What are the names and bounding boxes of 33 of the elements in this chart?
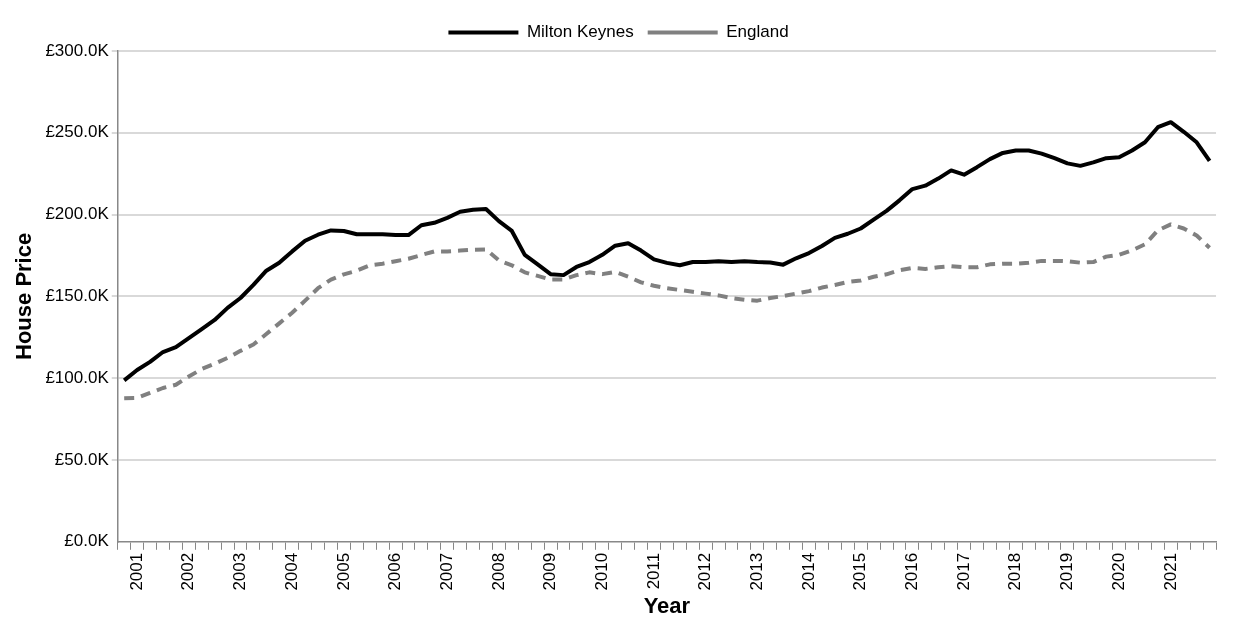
y-tick-label: £0.0K [64, 531, 110, 551]
x-tick-label: 2003 [230, 552, 250, 591]
x-tick-label: 2004 [281, 552, 301, 591]
legend-label: Milton Keynes [526, 22, 634, 42]
y-tick-label: £200.0K [45, 204, 110, 224]
x-tick-label: 2011 [643, 552, 663, 590]
x-tick-label: 2016 [902, 552, 922, 591]
x-tick-label: 2018 [1005, 552, 1025, 591]
x-tick-label: 2017 [953, 552, 973, 591]
y-tick-label: £250.0K [45, 122, 110, 142]
x-tick-label: 2001 [126, 552, 146, 591]
x-axis-title: Year [643, 592, 691, 618]
x-tick-label: 2002 [178, 552, 198, 591]
line-series [122, 222, 1212, 401]
x-tick-label: 2012 [695, 552, 715, 591]
legend-label: England [726, 22, 789, 42]
x-tick-label: 2013 [747, 552, 767, 591]
x-tick-label: 2014 [798, 552, 818, 591]
x-tick-label: 2010 [591, 552, 611, 591]
x-tick-label: 2015 [850, 552, 870, 591]
x-tick-label: 2008 [488, 552, 508, 591]
x-tick-label: 2005 [333, 552, 353, 591]
x-tick-label: 2007 [436, 552, 456, 591]
y-axis-title: House Price [11, 232, 37, 360]
x-tick-label: 2009 [540, 552, 560, 591]
y-tick-label: £50.0K [54, 449, 110, 469]
x-tick-label: 2019 [1057, 552, 1077, 591]
x-tick-label: 2020 [1108, 552, 1128, 591]
y-tick-label: £150.0K [45, 286, 110, 306]
x-tick-label: 2021 [1160, 552, 1180, 591]
x-tick-label: 2006 [385, 552, 405, 591]
y-tick-label: £300.0K [45, 40, 110, 60]
y-tick-label: £100.0K [45, 367, 110, 387]
